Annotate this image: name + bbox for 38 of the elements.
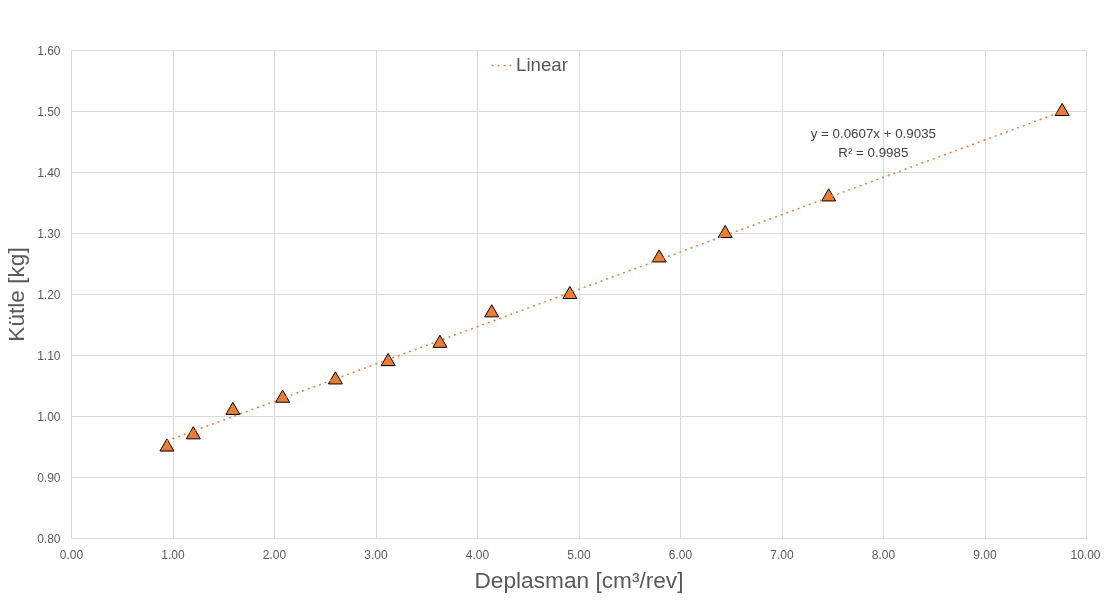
point <box>159 438 175 452</box>
x-tick-label: 8.00 <box>871 547 896 562</box>
point <box>821 188 837 202</box>
y-tick-label: 1.20 <box>37 288 61 302</box>
point <box>327 371 343 385</box>
x-tick-label: 10.00 <box>1070 547 1101 562</box>
point <box>1054 102 1070 117</box>
legend-label: Linear <box>516 54 568 76</box>
y-tick-label: 0.90 <box>37 471 61 485</box>
point <box>432 334 448 348</box>
point <box>275 389 291 403</box>
y-tick-label: 1.30 <box>37 227 61 241</box>
y-tick-label: 1.40 <box>37 166 61 180</box>
point <box>562 285 578 300</box>
point <box>484 304 500 318</box>
y-tick-label: 1.10 <box>37 349 61 363</box>
annotation: R² = 0.9985 <box>838 144 909 160</box>
x-tick-label: 4.00 <box>465 547 490 562</box>
x-tick-label: 6.00 <box>668 547 693 562</box>
y-tick-label: 1.00 <box>37 410 61 424</box>
y-axis-title: Kütle [kg] <box>3 247 30 342</box>
x-tick-label: 9.00 <box>973 547 997 562</box>
point <box>380 353 396 367</box>
point <box>651 249 667 263</box>
y-tick-label: 1.50 <box>37 105 61 119</box>
point <box>717 224 733 239</box>
y-tick-label: 0.80 <box>37 532 61 546</box>
x-tick-label: 1.00 <box>161 547 185 562</box>
x-tick-label: 0.00 <box>59 547 84 562</box>
x-tick-label: 2.00 <box>262 547 287 562</box>
point <box>225 401 241 415</box>
y-tick-label: 1.60 <box>37 44 61 58</box>
point <box>185 426 201 440</box>
x-axis-title: Deplasman [cm³/rev] <box>474 566 684 593</box>
annotation: y = 0.0607x + 0.9035 <box>810 125 936 141</box>
x-tick-label: 5.00 <box>567 547 591 562</box>
x-tick-label: 7.00 <box>770 547 794 562</box>
x-tick-label: 3.00 <box>364 547 388 562</box>
